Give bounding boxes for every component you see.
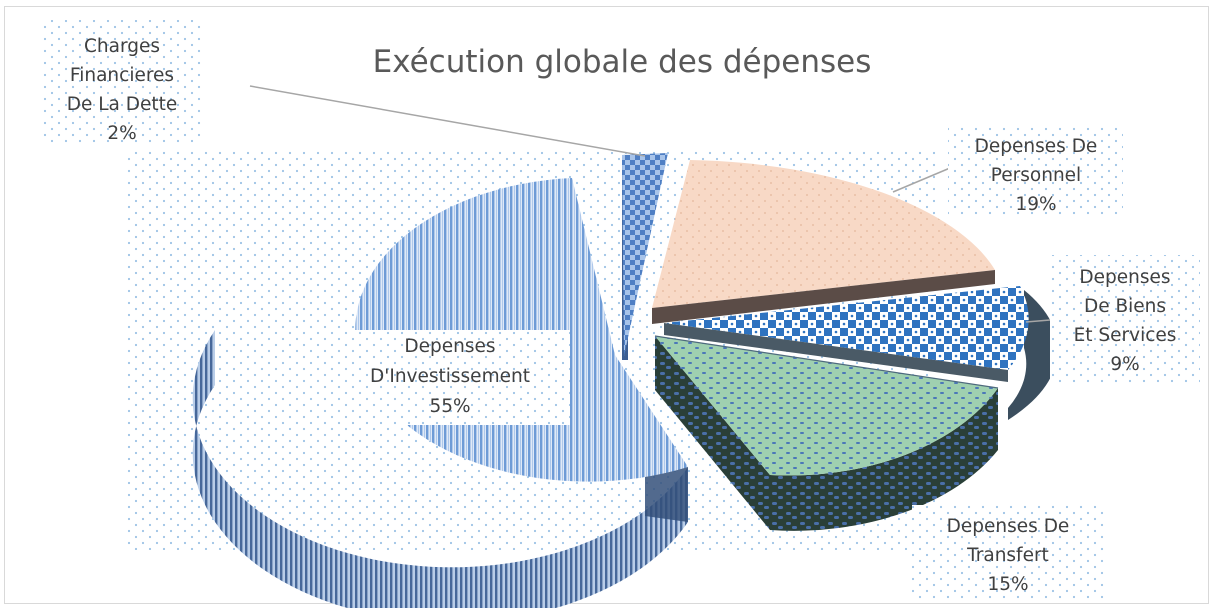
data-label-biens-line-3: Et Services <box>1074 325 1177 346</box>
slice-biens-side <box>1008 290 1058 420</box>
data-label-charges-line-1: Charges <box>84 36 160 57</box>
label-box-charges <box>42 20 202 144</box>
data-label-charges-line-3: De La Dette <box>67 94 178 115</box>
slice-biens-edge <box>664 323 1008 382</box>
data-label-investissement-line-1: Depenses <box>404 336 495 357</box>
data-label-personnel-line-1: Depenses De <box>975 136 1098 157</box>
data-label-investissement-percent: 55% <box>429 396 470 417</box>
slice-transfert-side <box>655 336 998 531</box>
data-label-transfert-line-2: Transfert <box>966 545 1049 566</box>
data-label-transfert-percent: 15% <box>987 574 1028 595</box>
slice-personnel-side <box>652 270 995 324</box>
data-label-biens-line-1: Depenses <box>1079 267 1170 288</box>
slice-personnel-top <box>652 160 995 308</box>
label-box-personnel <box>948 126 1123 216</box>
chart-title: Exécution globale des dépenses <box>373 44 872 80</box>
pie-slice-personnel <box>652 160 995 324</box>
data-label-personnel-percent: 19% <box>1015 194 1056 215</box>
slice-charges-top <box>622 153 668 356</box>
slice-biens-top <box>664 286 1029 370</box>
pie-slice-transfert <box>654 335 999 531</box>
label-box-investissement <box>330 330 570 425</box>
slice-investissement-side-wall <box>645 461 688 522</box>
data-label-investissement-line-2: D'Investissement <box>370 366 530 387</box>
leader-line-biens <box>1025 319 1051 323</box>
data-label-biens-percent: 9% <box>1110 354 1139 375</box>
label-box-biens <box>1050 255 1200 385</box>
data-label-charges-line-2: Financieres <box>70 65 174 86</box>
data-label-transfert-line-1: Depenses De <box>947 516 1070 537</box>
data-label-personnel-line-2: Personnel <box>991 165 1081 186</box>
leader-line-personnel <box>892 167 951 193</box>
leader-line-charges <box>249 85 646 157</box>
pie-slice-biens <box>664 286 1058 420</box>
data-label-charges-percent: 2% <box>107 123 136 144</box>
label-box-transfert <box>912 505 1104 601</box>
pie-slice-charges <box>622 153 668 360</box>
slice-transfert-top <box>655 336 998 476</box>
data-label-biens-line-2: De Biens <box>1084 296 1166 317</box>
